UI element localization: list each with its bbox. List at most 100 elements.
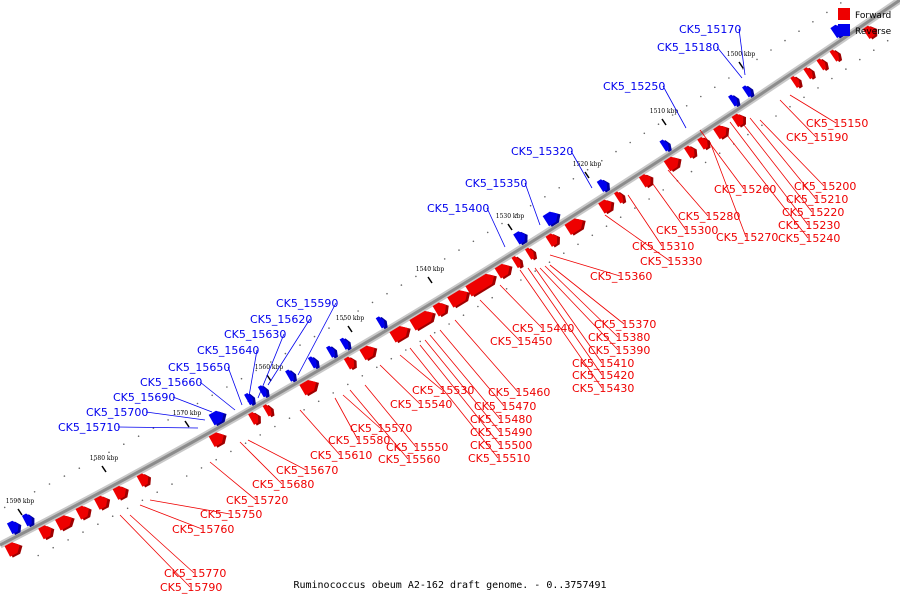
tick-dot <box>728 77 730 79</box>
legend-reverse-swatch <box>838 24 850 36</box>
reverse-leader-line <box>662 85 687 129</box>
legend-reverse-label: Reverse <box>855 27 892 37</box>
forward-gene-arrow <box>638 174 654 189</box>
kbp-tick-label: 1590 kbp <box>6 498 35 505</box>
reverse-leader-line <box>267 318 311 386</box>
forward-gene-arrow <box>94 495 111 511</box>
tick-dot <box>274 425 276 428</box>
tick-dot <box>171 483 173 485</box>
tick-dot <box>700 95 702 98</box>
tick-dot <box>93 459 95 462</box>
forward-gene-label: CK5_15570 <box>350 422 412 435</box>
tick-dot <box>462 314 465 317</box>
tick-dot <box>270 361 272 363</box>
forward-leader-line <box>419 344 501 446</box>
forward-gene-label: CK5_15610 <box>310 449 372 462</box>
forward-gene-label: CK5_15460 <box>488 386 550 399</box>
kbp-tick-mark <box>661 118 667 126</box>
tick-dot <box>200 467 203 469</box>
reverse-leader-line <box>570 150 593 189</box>
tick-dot <box>443 258 446 260</box>
forward-gene-arrow <box>38 525 55 541</box>
forward-gene-label: CK5_15440 <box>512 322 574 335</box>
kbp-tick-mark <box>101 465 107 473</box>
minor-tick-dots <box>3 2 889 557</box>
forward-leader-line <box>667 169 709 217</box>
forward-gene-label: CK5_15720 <box>226 494 288 507</box>
tick-dot <box>215 458 217 461</box>
forward-leader-line <box>454 319 519 393</box>
forward-gene-arrow <box>731 113 746 128</box>
gene-arrows <box>4 24 878 558</box>
tick-dot <box>361 375 364 377</box>
kbp-tick-mark <box>266 374 272 382</box>
tick-dot <box>137 435 140 438</box>
reverse-leader-line <box>227 366 243 406</box>
forward-gene-arrow <box>299 379 319 397</box>
tick-dot <box>78 467 81 470</box>
kbp-tick-label: 1530 kbp <box>496 213 525 220</box>
tick-dot <box>648 198 650 200</box>
reverse-gene-arrow <box>326 345 338 359</box>
tick-dot <box>718 152 721 154</box>
tick-dot <box>520 279 522 281</box>
forward-gene-arrow <box>112 485 129 501</box>
tick-dot <box>244 442 247 445</box>
tick-dot <box>196 402 199 405</box>
tick-dot <box>255 369 257 372</box>
reverse-gene-label: CK5_15630 <box>224 328 286 341</box>
tick-dot <box>586 168 589 171</box>
tick-dot <box>505 288 508 290</box>
forward-gene-arrow <box>564 218 586 236</box>
legend-forward-swatch <box>838 8 850 20</box>
tick-dot <box>284 352 287 355</box>
forward-leader-line <box>519 269 603 389</box>
forward-gene-arrow <box>862 25 878 40</box>
backbone-line <box>0 0 900 547</box>
forward-gene-arrow <box>683 145 698 159</box>
forward-gene-arrow <box>248 412 261 426</box>
tick-dot <box>742 67 744 70</box>
reverse-gene-arrow <box>659 139 672 153</box>
tick-dot <box>859 58 861 61</box>
reverse-gene-arrow <box>244 392 256 406</box>
tick-dot <box>756 58 758 61</box>
forward-gene-label: CK5_15450 <box>490 335 552 348</box>
forward-gene-label: CK5_15410 <box>572 357 634 370</box>
reverse-gene-label: CK5_15620 <box>250 313 312 326</box>
forward-leader-line <box>239 441 283 485</box>
reverse-gene-label: CK5_15320 <box>511 145 573 158</box>
tick-dot <box>840 2 842 4</box>
reverse-gene-label: CK5_15710 <box>58 421 120 434</box>
tick-dot <box>515 213 518 216</box>
reverse-gene-label: CK5_15350 <box>465 177 527 190</box>
forward-gene-label: CK5_15790 <box>160 581 222 594</box>
forward-leader-line <box>424 339 501 433</box>
tick-dot <box>873 49 875 51</box>
forward-gene-label: CK5_15370 <box>594 318 656 331</box>
reverse-leader-line <box>117 426 199 429</box>
genome-backbone <box>0 0 900 549</box>
forward-gene-label: CK5_15270 <box>716 231 778 244</box>
forward-gene-label: CK5_15210 <box>786 193 848 206</box>
forward-gene-arrow <box>4 542 23 558</box>
backbone-shadow <box>0 0 900 549</box>
tick-dot <box>167 419 169 421</box>
reverse-gene-label: CK5_15400 <box>427 202 489 215</box>
reverse-gene-arrow <box>596 179 610 193</box>
tick-dot <box>486 231 489 234</box>
forward-gene-label: CK5_15300 <box>656 224 718 237</box>
kbp-tick-label: 1510 kbp <box>650 108 679 115</box>
forward-gene-label: CK5_15490 <box>470 426 532 439</box>
tick-dot <box>185 475 188 477</box>
forward-leader-line <box>247 439 307 471</box>
tick-dot <box>548 261 551 264</box>
reverse-leader-line <box>738 28 746 76</box>
tick-dot <box>615 150 617 153</box>
tick-dot <box>415 275 417 278</box>
reverse-gene-label: CK5_15660 <box>140 376 202 389</box>
forward-leader-line <box>479 299 521 342</box>
forward-gene-label: CK5_15670 <box>276 464 338 477</box>
tick-dot <box>67 539 69 541</box>
